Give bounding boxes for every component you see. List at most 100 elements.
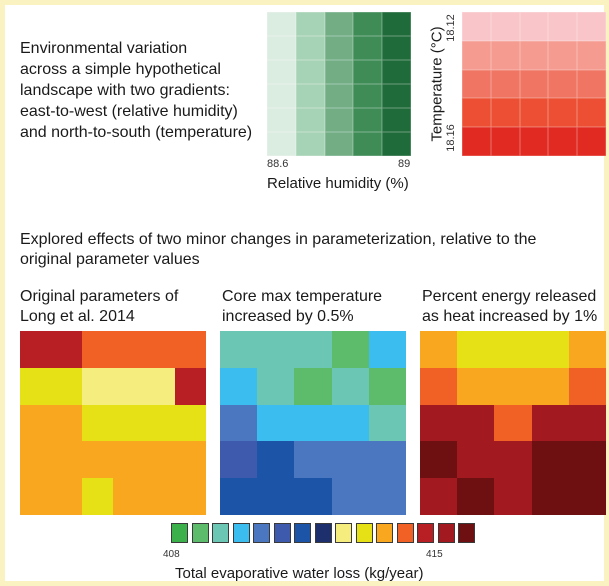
humidity-cell (353, 132, 383, 156)
heatmap-cell (494, 404, 532, 442)
heatmap-cell (175, 404, 206, 442)
heatmap-cell (331, 441, 369, 479)
heatmap-cell (144, 331, 175, 368)
legend-title: Total evaporative water loss (kg/year) (175, 565, 424, 582)
humidity-cell (267, 36, 296, 60)
heatmap-cell (82, 367, 113, 405)
heatmap-cell (568, 367, 606, 405)
map-title-coretemp-line1: Core max temperature (222, 288, 383, 305)
heatmap-cell (51, 331, 82, 368)
humidity-cell (295, 36, 325, 60)
heatmap-cell (51, 478, 82, 515)
heatmap-cell (331, 404, 369, 442)
heatmap-cell (531, 478, 569, 515)
humidity-cell (267, 60, 296, 84)
heatmap-cell (420, 331, 458, 368)
humidity-cell (324, 84, 354, 108)
intro-line: landscape with two gradients: (20, 82, 230, 99)
heatmap-cell (368, 404, 406, 442)
temperature-cell (548, 69, 578, 99)
heatmap-cell (294, 331, 332, 368)
heatmap-cell (568, 441, 606, 479)
temperature-cell (462, 98, 491, 128)
temperature-cell (490, 69, 520, 99)
legend-swatch (335, 523, 352, 543)
legend-swatch (294, 523, 311, 543)
heatmap-cell (175, 367, 206, 405)
temperature-cell (490, 127, 520, 156)
heatmap-cell (82, 441, 113, 479)
heatmap-cell (331, 367, 369, 405)
heatmap-cell (531, 331, 569, 368)
heatmap-cell (331, 478, 369, 515)
heatmap-cell (457, 367, 495, 405)
heatmap-cell (220, 404, 258, 442)
legend-swatch (437, 523, 455, 543)
heatmap-cell (220, 478, 258, 515)
temperature-cell (462, 69, 491, 99)
temperature-cell (548, 127, 578, 156)
heatmap-core-max-temperature (220, 331, 406, 515)
temperature-cell (548, 12, 578, 41)
heatmap-cell (51, 441, 82, 479)
heatmap-cell (531, 441, 569, 479)
humidity-cell (382, 60, 411, 84)
legend-swatch (396, 523, 414, 543)
heatmap-cell (494, 441, 532, 479)
temperature-cell (519, 40, 549, 70)
humidity-cell (267, 108, 296, 132)
heatmap-cell (113, 367, 144, 405)
heatmap-cell (368, 367, 406, 405)
humidity-cell (295, 12, 325, 36)
heatmap-cell (20, 331, 51, 368)
humidity-cell (324, 108, 354, 132)
heatmap-cell (20, 367, 51, 405)
heatmap-cell (144, 441, 175, 479)
temperature-cell (462, 40, 491, 70)
heatmap-cell (175, 478, 206, 515)
heatmap-cell (20, 404, 51, 442)
heatmap-cell (20, 478, 51, 515)
intro-line: across a simple hypothetical (20, 61, 221, 78)
humidity-cell (353, 60, 383, 84)
map-title-heat-line2: as heat increased by 1% (422, 308, 598, 325)
heatmap-cell (175, 441, 206, 479)
heatmap-cell (568, 331, 606, 368)
heatmap-cell (113, 478, 144, 515)
humidity-cell (324, 12, 354, 36)
map-title-coretemp-line2: increased by 0.5% (222, 308, 354, 325)
heatmap-cell (568, 478, 606, 515)
humidity-cell (382, 36, 411, 60)
intro-line: and north-to-south (temperature) (20, 124, 253, 141)
legend-swatch (376, 523, 393, 543)
humidity-cell (353, 12, 383, 36)
legend-swatch (191, 523, 209, 543)
heatmap-cell (494, 478, 532, 515)
heatmap-cell (113, 331, 144, 368)
map-title-original-line1: Original parameters of (20, 288, 179, 305)
heatmap-cell (257, 367, 295, 405)
temperature-tick-top: 18.12 (445, 14, 457, 42)
heatmap-cell (494, 331, 532, 368)
heatmap-cell (144, 478, 175, 515)
explored-heading-line1: Explored effects of two minor changes in… (20, 231, 537, 248)
heatmap-cell (294, 478, 332, 515)
legend-swatch (355, 523, 373, 543)
humidity-cell (353, 108, 383, 132)
temperature-cell (490, 12, 520, 41)
heatmap-cell (294, 404, 332, 442)
legend-label-left: 408 (163, 549, 180, 560)
heatmap-cell (220, 331, 258, 368)
heatmap-cell (82, 478, 113, 515)
humidity-cell (324, 36, 354, 60)
heatmap-cell (568, 404, 606, 442)
legend-swatch (314, 523, 332, 543)
humidity-gradient-map (267, 12, 411, 156)
humidity-cell (295, 108, 325, 132)
humidity-cell (382, 132, 411, 156)
heatmap-cell (175, 331, 206, 368)
temperature-gradient-map (462, 12, 606, 156)
temperature-cell (577, 98, 606, 128)
heatmap-cell (294, 367, 332, 405)
temperature-axis-label: Temperature (°C) (428, 26, 446, 142)
